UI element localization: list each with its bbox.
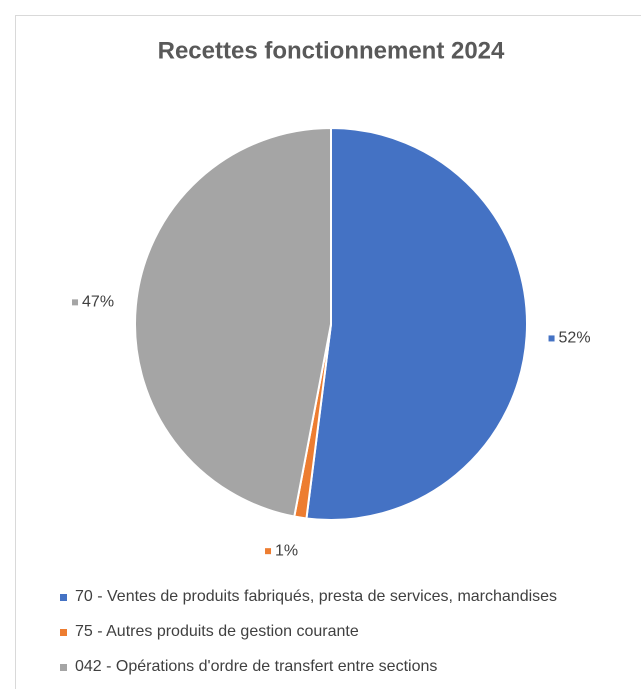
chart-title: Recettes fonctionnement 2024 [158,37,505,64]
legend-swatch [60,629,67,636]
legend-label: 75 - Autres produits de gestion courante [75,623,359,640]
label-marker [549,335,555,341]
data-label: 1% [275,542,298,559]
legend-swatch [60,594,67,601]
label-marker [265,548,271,554]
data-label: 47% [82,294,114,311]
legend-swatch [60,664,67,671]
legend-label: 042 - Opérations d'ordre de transfert en… [75,658,437,675]
pie [135,128,527,520]
data-label: 52% [559,330,591,347]
legend-label: 70 - Ventes de produits fabriqués, prest… [75,588,557,605]
label-marker [72,299,78,305]
